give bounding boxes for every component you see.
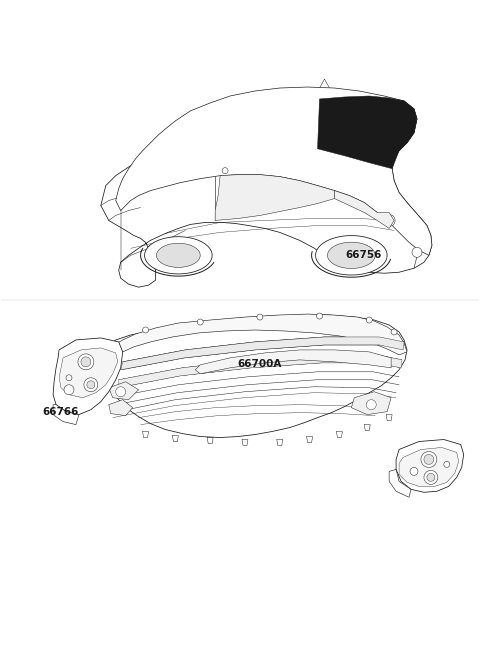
- Circle shape: [84, 378, 98, 392]
- Polygon shape: [327, 242, 375, 268]
- Circle shape: [424, 455, 434, 464]
- Circle shape: [427, 474, 435, 482]
- Circle shape: [64, 385, 74, 395]
- Polygon shape: [101, 314, 407, 362]
- Polygon shape: [59, 348, 118, 398]
- Text: 66756: 66756: [345, 250, 382, 260]
- Polygon shape: [215, 174, 335, 220]
- Circle shape: [222, 168, 228, 174]
- Polygon shape: [100, 315, 407, 438]
- Text: 66766: 66766: [42, 407, 78, 417]
- Circle shape: [383, 215, 395, 226]
- Circle shape: [87, 380, 95, 389]
- Polygon shape: [396, 440, 464, 492]
- Polygon shape: [120, 337, 404, 370]
- Circle shape: [366, 317, 372, 323]
- Circle shape: [391, 329, 397, 335]
- Polygon shape: [144, 237, 212, 274]
- Circle shape: [316, 313, 323, 319]
- Polygon shape: [116, 87, 432, 255]
- Polygon shape: [389, 470, 411, 497]
- Circle shape: [424, 470, 438, 484]
- Circle shape: [421, 451, 437, 468]
- Polygon shape: [53, 405, 79, 424]
- Polygon shape: [118, 355, 402, 388]
- Circle shape: [412, 247, 422, 257]
- Circle shape: [81, 357, 91, 367]
- Circle shape: [66, 375, 72, 380]
- Polygon shape: [109, 382, 139, 400]
- Circle shape: [410, 468, 418, 476]
- Circle shape: [116, 387, 126, 397]
- Circle shape: [444, 461, 450, 468]
- Polygon shape: [316, 236, 387, 275]
- Text: 66700A: 66700A: [238, 359, 282, 369]
- Polygon shape: [156, 243, 200, 268]
- Circle shape: [257, 314, 263, 320]
- Circle shape: [78, 354, 94, 370]
- Polygon shape: [166, 96, 394, 169]
- Circle shape: [366, 400, 376, 409]
- Polygon shape: [195, 350, 391, 374]
- Polygon shape: [399, 447, 459, 486]
- Polygon shape: [101, 96, 432, 287]
- Circle shape: [143, 327, 148, 333]
- Polygon shape: [109, 400, 132, 416]
- Polygon shape: [53, 338, 123, 415]
- Polygon shape: [335, 191, 394, 228]
- Polygon shape: [351, 392, 391, 415]
- Polygon shape: [318, 96, 417, 169]
- Circle shape: [197, 319, 203, 325]
